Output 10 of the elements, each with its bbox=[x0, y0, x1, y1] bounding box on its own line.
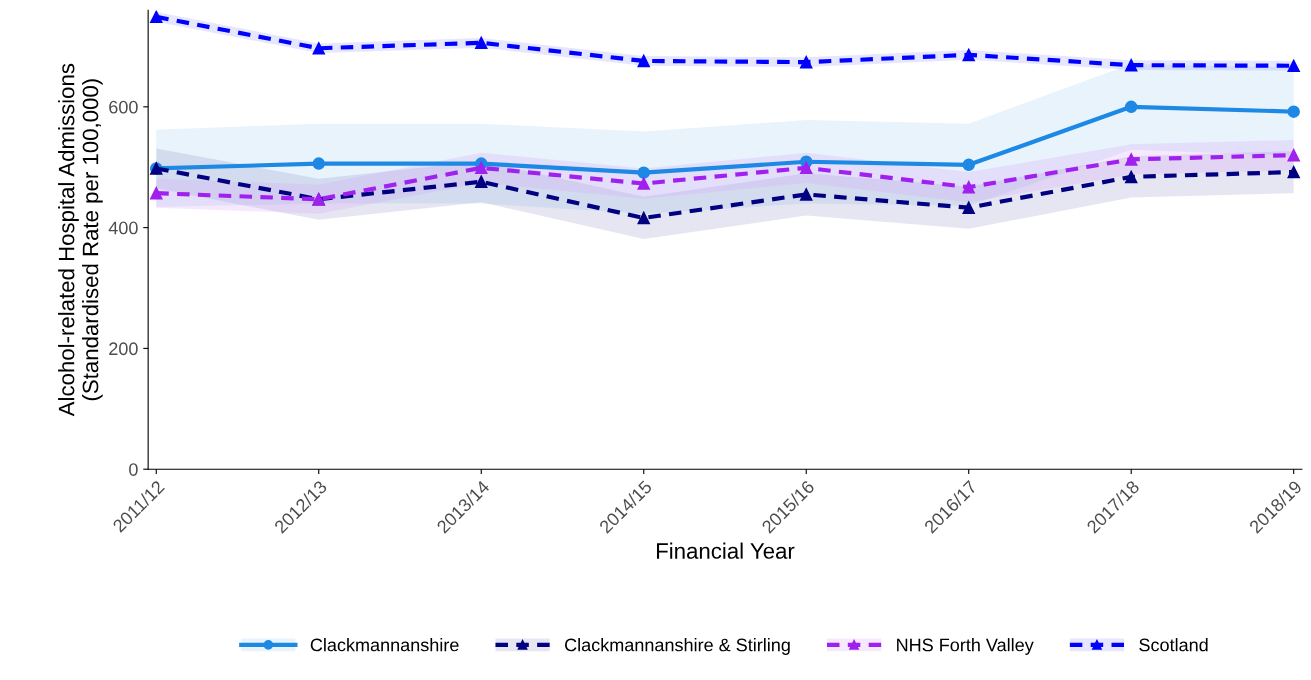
legend-label: Clackmannanshire bbox=[310, 638, 459, 652]
y-tick-label: 600 bbox=[109, 100, 138, 114]
y-tick-label: 400 bbox=[108, 221, 138, 235]
legend-label: Scotland bbox=[1139, 638, 1208, 652]
y-tick-label: 200 bbox=[109, 342, 138, 356]
legend-label: Clackmannanshire & Stirling bbox=[565, 638, 790, 655]
y-axis-title: Alcohol-related Hospital Admissions (Standardised Rate per 100,000) bbox=[58, 63, 103, 417]
y-tick-label: 0 bbox=[129, 463, 138, 476]
legend-label: NHS Forth Valley bbox=[897, 638, 1034, 655]
x-axis-title: Financial Year bbox=[657, 542, 795, 559]
